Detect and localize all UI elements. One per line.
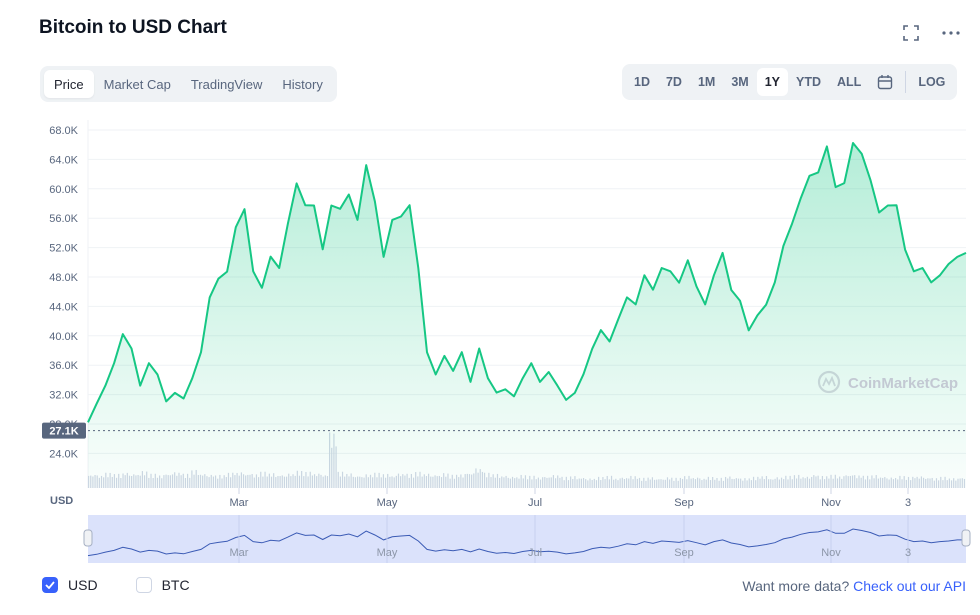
current-price-badge bbox=[42, 422, 86, 439]
y-tick-label: 60.0K bbox=[49, 184, 78, 196]
navigator-tick-label: Mar bbox=[230, 547, 249, 559]
navigator-right-handle[interactable] bbox=[961, 529, 971, 547]
time-range-selector: 1D 7D 1M 3M 1Y YTD ALL LOG bbox=[622, 64, 958, 100]
calendar-icon[interactable] bbox=[869, 68, 901, 96]
navigator-tick-label: 3 bbox=[905, 547, 911, 559]
price-area bbox=[88, 143, 966, 488]
y-tick-label: 44.0K bbox=[49, 301, 78, 313]
x-tick-label: Nov bbox=[821, 497, 841, 509]
api-link[interactable]: Check out our API bbox=[853, 578, 966, 594]
range-all[interactable]: ALL bbox=[837, 75, 862, 89]
navigator-line bbox=[87, 528, 966, 557]
y-axis-ticks: 24.0K28.0K32.0K36.0K40.0K44.0K48.0K52.0K… bbox=[49, 125, 78, 460]
fullscreen-icon[interactable] bbox=[902, 24, 920, 42]
price-chart[interactable]: 24.0K28.0K32.0K36.0K40.0K44.0K48.0K52.0K… bbox=[0, 0, 980, 570]
tab-history[interactable]: History bbox=[282, 76, 323, 92]
btc-label: BTC bbox=[161, 577, 190, 593]
log-scale-toggle[interactable]: LOG bbox=[918, 75, 946, 89]
navigator-tick-label: Sep bbox=[674, 547, 694, 559]
x-tick-label: Jul bbox=[528, 497, 542, 509]
y-tick-label: 52.0K bbox=[49, 243, 78, 255]
tab-market-cap[interactable]: Market Cap bbox=[103, 76, 171, 92]
x-tick-label: May bbox=[377, 497, 398, 509]
y-tick-label: 68.0K bbox=[49, 125, 78, 137]
page-title: Bitcoin to USD Chart bbox=[39, 17, 227, 38]
range-ytd[interactable]: YTD bbox=[796, 75, 822, 89]
api-promo: Want more data? Check out our API bbox=[742, 578, 966, 594]
navigator-tick-label: Jul bbox=[528, 547, 542, 559]
current-price-label: 27.1K bbox=[49, 426, 78, 438]
coinmarketcap-logo-icon bbox=[817, 370, 841, 394]
x-tick-label: Mar bbox=[230, 497, 249, 509]
range-3m[interactable]: 3M bbox=[731, 75, 749, 89]
range-7d[interactable]: 7D bbox=[665, 75, 682, 89]
x-tick-label: 3 bbox=[905, 497, 911, 509]
price-line bbox=[87, 142, 967, 423]
range-1m[interactable]: 1M bbox=[697, 75, 716, 89]
y-tick-label: 24.0K bbox=[49, 448, 78, 460]
more-data-text: Want more data? bbox=[742, 578, 850, 594]
range-1d[interactable]: 1D bbox=[634, 75, 650, 89]
navigator-left-handle[interactable] bbox=[83, 529, 93, 547]
y-tick-label: 32.0K bbox=[49, 390, 78, 402]
x-tick-label: Sep bbox=[674, 497, 694, 509]
chart-toolbar-icons bbox=[902, 24, 960, 42]
y-tick-label: 64.0K bbox=[49, 154, 78, 166]
navigator-tick-label: Nov bbox=[821, 547, 841, 559]
range-divider bbox=[905, 71, 907, 93]
tab-tradingview[interactable]: TradingView bbox=[190, 76, 263, 92]
y-tick-label: 40.0K bbox=[49, 331, 78, 343]
btc-checkbox[interactable] bbox=[135, 577, 152, 593]
navigator-ticks: Mar May Jul Sep Nov 3 bbox=[230, 515, 911, 563]
currency-toggles: USD BTC bbox=[42, 577, 218, 593]
usd-checkbox[interactable] bbox=[42, 577, 58, 593]
watermark-text: CoinMarketCap bbox=[848, 375, 958, 392]
currency-axis-label: USD bbox=[50, 495, 73, 507]
x-axis-ticks: Mar May Jul Sep Nov 3 bbox=[230, 488, 911, 509]
more-options-icon[interactable] bbox=[942, 24, 960, 42]
y-tick-label: 56.0K bbox=[49, 213, 78, 225]
chart-type-tabs: Price Market Cap TradingView History bbox=[40, 66, 337, 102]
tab-price[interactable]: Price bbox=[44, 70, 94, 98]
range-1y[interactable]: 1Y bbox=[756, 68, 789, 96]
navigator-background bbox=[88, 515, 966, 563]
navigator-tick-label: May bbox=[377, 547, 398, 559]
y-tick-label: 48.0K bbox=[49, 272, 78, 284]
usd-label: USD bbox=[68, 577, 98, 593]
y-tick-label: 36.0K bbox=[49, 360, 78, 372]
